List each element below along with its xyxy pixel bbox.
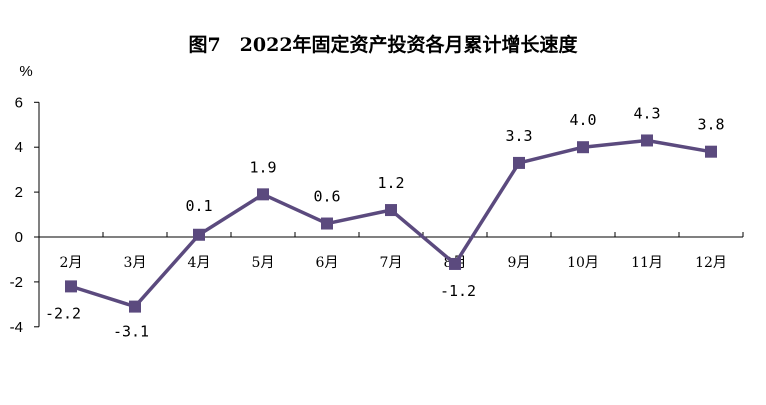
data-point-marker bbox=[321, 217, 333, 230]
data-point-marker bbox=[577, 141, 589, 154]
data-point-marker bbox=[257, 188, 269, 201]
data-label: 3.3 bbox=[505, 127, 532, 145]
x-tick-label: 11月 bbox=[631, 255, 663, 271]
x-tick-label: 3月 bbox=[124, 255, 147, 271]
data-point-marker bbox=[385, 204, 397, 217]
data-point-marker bbox=[65, 280, 77, 293]
x-tick-label: 10月 bbox=[567, 255, 599, 271]
y-tick-label: -2 bbox=[10, 274, 23, 291]
y-tick-label: 2 bbox=[15, 184, 23, 201]
data-label: 0.1 bbox=[185, 197, 212, 215]
series-line bbox=[70, 138, 712, 309]
data-label: 1.2 bbox=[377, 174, 404, 192]
x-tick-label: 6月 bbox=[316, 255, 339, 271]
y-tick-label: 0 bbox=[15, 229, 23, 246]
data-label: 4.3 bbox=[633, 104, 660, 122]
x-tick-label: 12月 bbox=[695, 255, 727, 271]
data-label: -1.2 bbox=[440, 282, 476, 300]
data-point-marker bbox=[513, 156, 525, 169]
y-tick-label: 6 bbox=[15, 94, 23, 111]
x-tick-label: 7月 bbox=[380, 255, 403, 271]
x-tick-label: 5月 bbox=[252, 255, 275, 271]
y-tick-label: -4 bbox=[10, 319, 23, 336]
data-label: 4.0 bbox=[569, 111, 596, 129]
x-tick-label: 4月 bbox=[188, 255, 211, 271]
data-label: -2.2 bbox=[45, 304, 81, 322]
data-point-marker bbox=[641, 134, 653, 147]
x-tick-label: 9月 bbox=[508, 255, 531, 271]
chart-title: 图7 2022年固定资产投资各月累计增长速度 bbox=[188, 34, 578, 56]
data-point-marker bbox=[129, 300, 141, 313]
data-point-marker bbox=[193, 228, 205, 241]
x-tick-label: 2月 bbox=[60, 255, 83, 271]
data-point-marker bbox=[705, 145, 717, 158]
data-label: -3.1 bbox=[113, 323, 149, 341]
data-label: 1.9 bbox=[249, 158, 276, 176]
y-axis-unit: % bbox=[19, 63, 32, 80]
data-point-marker bbox=[449, 257, 461, 270]
data-label: 3.8 bbox=[697, 116, 724, 134]
y-tick-label: 4 bbox=[15, 139, 23, 156]
data-label: 0.6 bbox=[313, 188, 340, 206]
